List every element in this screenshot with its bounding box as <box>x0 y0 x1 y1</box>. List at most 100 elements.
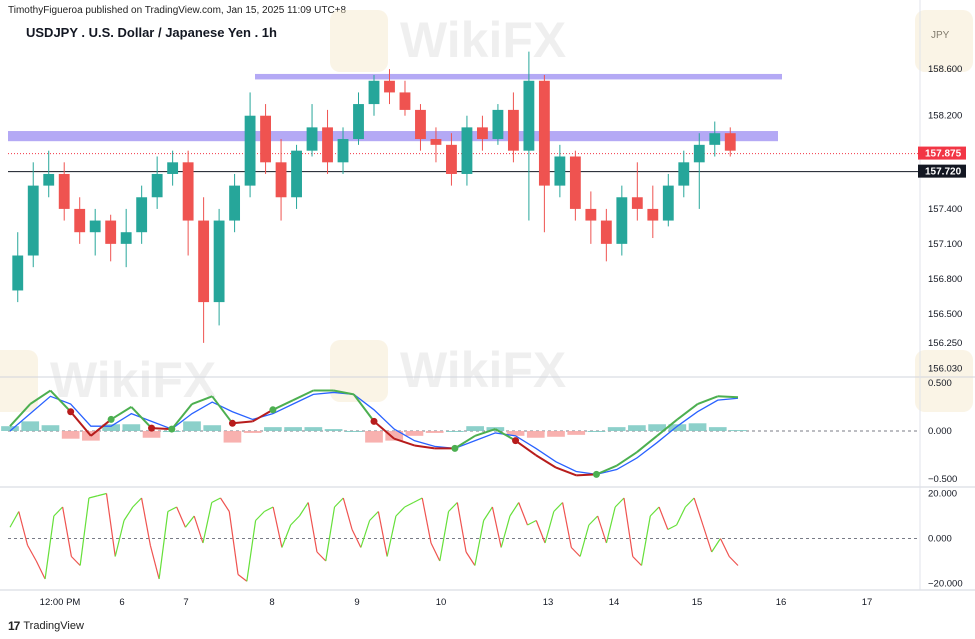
macd-histogram-bar <box>729 430 747 432</box>
macd-line-segment <box>393 437 415 447</box>
osc-line-segment <box>237 574 248 582</box>
candle-body <box>415 109 426 140</box>
macd-line-segment <box>211 395 234 424</box>
macd-line-segment <box>676 403 699 421</box>
candle-body <box>430 139 442 145</box>
osc-line-segment <box>211 497 221 504</box>
osc-line-segment <box>298 502 309 517</box>
macd-histogram-bar <box>506 431 525 436</box>
osc-line-segment <box>597 515 608 544</box>
osc-line-segment <box>377 511 388 557</box>
tradingview-brand[interactable]: 17 TradingView <box>8 619 84 633</box>
time-tick-label: 7 <box>183 597 188 608</box>
osc-line-segment <box>132 497 142 508</box>
macd-pane[interactable] <box>1 389 918 478</box>
macd-histogram-bar <box>446 431 464 432</box>
time-axis[interactable]: 12:00 PM 6 7 8 9 10 13 14 15 16 17 <box>40 597 873 608</box>
osc-line-segment <box>430 542 441 562</box>
macd-line-segment <box>717 395 739 399</box>
symbol-title: USDJPY . U.S. Dollar / Japanese Yen . 1h <box>26 25 277 40</box>
price-tick-label: 157.100 <box>928 239 962 250</box>
macd-line-segment <box>29 389 51 405</box>
publisher-line: TimothyFigueroa published on TradingView… <box>8 5 347 16</box>
macd-tick-label: 0.500 <box>928 378 952 389</box>
time-tick-label: 16 <box>776 597 787 608</box>
osc-line-segment <box>561 502 572 548</box>
pane-separators <box>0 0 975 591</box>
osc-line-segment <box>386 515 397 557</box>
macd-histogram-bar <box>122 424 141 431</box>
macd-histogram-bar <box>61 431 80 439</box>
resistance-zone <box>8 131 778 142</box>
osc-line-segment <box>421 497 432 544</box>
osc-line-segment <box>307 502 318 553</box>
candle-body <box>244 115 256 186</box>
macd-histogram-bar <box>567 431 586 435</box>
macd-histogram-bar <box>587 431 606 432</box>
candle-body <box>647 208 659 221</box>
osc-line-segment <box>342 497 353 530</box>
macd-histogram-bar <box>304 427 323 431</box>
macd-histogram-bar <box>526 431 545 438</box>
osc-line-segment <box>518 502 529 526</box>
price-pane[interactable] <box>8 51 918 343</box>
macd-histogram-bar <box>223 431 242 443</box>
macd-histogram-bar <box>708 427 727 431</box>
candle-body <box>724 133 736 151</box>
resistance-zone <box>255 73 782 80</box>
osc-line-segment <box>27 544 37 562</box>
time-tick-label: 17 <box>862 597 873 608</box>
candle-body <box>260 115 271 163</box>
osc-tick-label: −20.000 <box>928 579 963 590</box>
candle-body <box>229 185 241 221</box>
macd-line-segment <box>69 411 92 437</box>
price-axis[interactable]: 158.600 158.200 157.400 157.100 156.800 156.5… <box>918 64 966 590</box>
macd-histogram-bar <box>385 431 404 441</box>
osc-line-segment <box>404 501 414 508</box>
macd-line-segment <box>514 439 537 456</box>
macd-line-segment <box>272 399 294 411</box>
macd-line-segment <box>333 389 354 396</box>
macd-tick-label: 0.000 <box>928 426 952 437</box>
price-tick-label: 157.400 <box>928 204 962 215</box>
macd-line-segment <box>49 389 72 413</box>
osc-line-segment <box>579 524 590 557</box>
osc-line-segment <box>325 506 336 562</box>
macd-line-segment <box>596 464 618 476</box>
watermark-group: WikiFXWikiFXWikiFXWikiFXWikiFX <box>0 10 973 412</box>
candle-body <box>74 208 86 233</box>
macd-histogram-bar <box>365 431 383 443</box>
time-tick-label: 10 <box>436 597 447 608</box>
osc-line-segment <box>500 515 511 548</box>
price-tick-label: 156.030 <box>928 364 962 375</box>
osc-line-segment <box>544 511 555 544</box>
macd-line-segment <box>252 408 274 423</box>
watermark-logo-icon <box>915 10 973 72</box>
macd-cross-dot <box>592 470 600 478</box>
candle-body <box>182 162 194 221</box>
osc-line-segment <box>614 497 625 508</box>
currency-label: JPY <box>931 30 950 41</box>
osc-line-segment <box>676 506 686 526</box>
candle-body <box>693 144 705 163</box>
macd-histogram-bar <box>405 431 424 436</box>
macd-histogram-bar <box>628 425 646 431</box>
osc-line-segment <box>658 506 669 530</box>
level-price-tag <box>918 164 966 178</box>
time-tick-label: 9 <box>354 597 359 608</box>
candle-body <box>275 162 287 198</box>
candle-body <box>492 109 504 140</box>
tradingview-logo-icon: 17 <box>8 619 20 633</box>
price-tick-label: 156.500 <box>928 309 962 320</box>
macd-cross-dot <box>269 406 277 414</box>
candle-body <box>306 127 318 151</box>
macd-line-segment <box>535 454 557 469</box>
macd-line-segment <box>454 434 476 450</box>
macd-histogram-bar <box>688 423 707 431</box>
oscillator-pane[interactable] <box>8 492 918 582</box>
candle-body <box>322 127 333 163</box>
macd-histogram-bar <box>142 431 161 438</box>
osc-line-segment <box>290 515 300 526</box>
macd-histogram-bar <box>203 425 222 431</box>
